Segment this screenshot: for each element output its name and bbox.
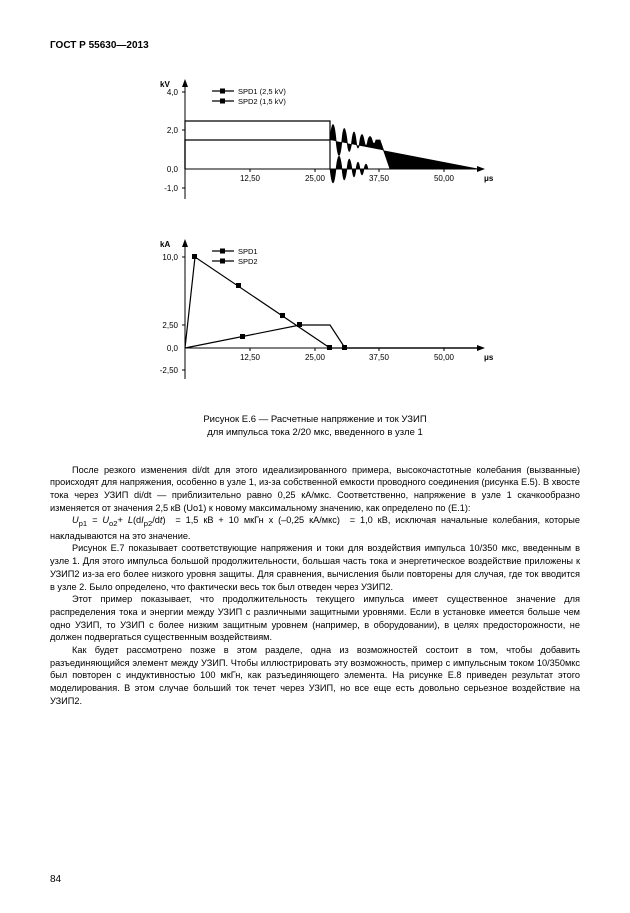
- figure-caption: Рисунок Е.6 — Расчетные напряжение и ток…: [50, 413, 580, 440]
- legend-item: SPD1 (2,5 kV): [238, 87, 286, 96]
- chart-voltage: 4,0 2,0 0,0 -1,0 kV 12,50 25,00 37,50 50…: [130, 69, 500, 229]
- page-number: 84: [50, 874, 61, 885]
- paragraph: Как будет рассмотрено позже в этом разде…: [50, 644, 580, 707]
- legend-item: SPD2 (1,5 kV): [238, 97, 286, 106]
- x-axis-label: μs: [484, 353, 494, 362]
- y-axis-label: kA: [160, 240, 170, 249]
- chart-current: 10,0 2,50 0,0 -2,50 kA 12,50 25,00 37,50…: [130, 229, 500, 399]
- xtick: 25,00: [305, 174, 326, 183]
- ytick: 0,0: [167, 344, 179, 353]
- ytick: -1,0: [164, 184, 178, 193]
- caption-line: для импульса тока 2/20 мкс, введенного в…: [207, 427, 423, 438]
- body-text: После резкого изменения di/dt для этого …: [50, 464, 580, 708]
- xtick: 50,00: [434, 174, 455, 183]
- xtick: 50,00: [434, 353, 455, 362]
- ytick: 4,0: [167, 88, 179, 97]
- caption-line: Рисунок Е.6 — Расчетные напряжение и ток…: [203, 414, 426, 425]
- y-axis-label: kV: [160, 80, 170, 89]
- ytick: 2,50: [162, 321, 178, 330]
- xtick: 37,50: [369, 353, 390, 362]
- legend-item: SPD1: [238, 247, 258, 256]
- page-header: ГОСТ Р 55630—2013: [50, 40, 580, 51]
- ytick: -2,50: [160, 366, 179, 375]
- xtick: 12,50: [240, 174, 261, 183]
- ytick: 0,0: [167, 165, 179, 174]
- ytick: 10,0: [162, 253, 178, 262]
- paragraph: После резкого изменения di/dt для этого …: [50, 464, 580, 515]
- paragraph: Рисунок Е.7 показывает соответствующие н…: [50, 542, 580, 593]
- charts-container: 4,0 2,0 0,0 -1,0 kV 12,50 25,00 37,50 50…: [50, 69, 580, 399]
- ytick: 2,0: [167, 126, 179, 135]
- paragraph: Этот пример показывает, что продолжитель…: [50, 593, 580, 644]
- x-axis-label: μs: [484, 174, 494, 183]
- legend-item: SPD2: [238, 257, 258, 266]
- xtick: 12,50: [240, 353, 261, 362]
- xtick: 37,50: [369, 174, 390, 183]
- xtick: 25,00: [305, 353, 326, 362]
- formula-paragraph: Up1 = Uo2+ L(dIp2/dt) = 1,5 кВ + 10 мкГн…: [50, 514, 580, 542]
